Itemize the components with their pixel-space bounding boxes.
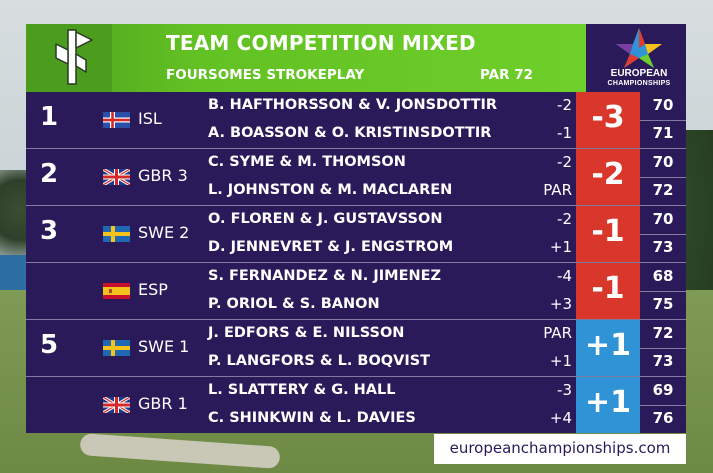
round-score: 70 xyxy=(652,210,674,228)
team-total-badge: +1 xyxy=(576,377,640,433)
team-total: +1 xyxy=(584,385,631,420)
team-total-badge: -2 xyxy=(576,149,640,205)
european-championships-logo: EUROPEAN CHAMPIONSHIPS xyxy=(592,24,686,92)
team-total-badge: +1 xyxy=(576,320,640,376)
sweden-flag-icon xyxy=(103,340,130,356)
rank: 2 xyxy=(40,159,59,189)
pair-names: P. LANGFORS & L. BOQVIST xyxy=(208,353,431,369)
round-score: 72 xyxy=(652,324,674,342)
pair-score: -2 xyxy=(557,96,572,114)
team-total: -2 xyxy=(591,157,625,192)
pair-names: L. SLATTERY & G. HALL xyxy=(208,382,396,398)
round-score: 70 xyxy=(652,96,674,114)
pair-score: +4 xyxy=(549,409,572,427)
team-total: +1 xyxy=(584,328,631,363)
country-code: ESP xyxy=(138,280,168,299)
round-score: 75 xyxy=(652,295,674,313)
country-code: GBR 3 xyxy=(138,166,188,185)
leaderboard-table: 1 ISL B. HAFTHORSSON & V. JONSDOTTIR -2 … xyxy=(26,92,686,434)
country-code: ISL xyxy=(138,109,162,128)
team-row: 5 SWE 1 J. EDFORS & E. NILSSON PAR P. LA… xyxy=(26,320,686,377)
team-row: 3 SWE 2 O. FLOREN & J. GUSTAVSSON -2 D. … xyxy=(26,206,686,263)
golf-flag-icon xyxy=(26,24,112,92)
pair-names: L. JOHNSTON & M. MACLAREN xyxy=(208,182,453,198)
pair-score: +1 xyxy=(549,352,572,370)
team-total: -3 xyxy=(591,100,625,135)
pair-names: D. JENNEVRET & J. ENGSTROM xyxy=(208,239,454,255)
team-total: -1 xyxy=(591,271,625,306)
sweden-flag-icon xyxy=(103,226,130,242)
round-score: 72 xyxy=(652,181,674,199)
uk-flag-icon xyxy=(103,169,130,185)
pair-names: C. SHINKWIN & L. DAVIES xyxy=(208,410,416,426)
pair-score: -1 xyxy=(557,124,572,142)
pair-score: PAR xyxy=(543,324,572,342)
pair-score: -4 xyxy=(557,267,572,285)
team-row: ESP S. FERNANDEZ & N. JIMENEZ -4 P. ORIO… xyxy=(26,263,686,320)
pair-score: +1 xyxy=(549,238,572,256)
footer-url-bar: europeanchampionships.com xyxy=(434,434,686,464)
pair-names: S. FERNANDEZ & N. JIMENEZ xyxy=(208,268,442,284)
pair-score: PAR xyxy=(543,181,572,199)
pair-names: P. ORIOL & S. BANON xyxy=(208,296,380,312)
rank: 3 xyxy=(40,216,59,246)
website-url: europeanchampionships.com xyxy=(449,439,671,457)
round-score: 71 xyxy=(652,124,674,142)
hut xyxy=(0,255,26,295)
pair-score: -2 xyxy=(557,210,572,228)
pair-score: -2 xyxy=(557,153,572,171)
team-row: 1 ISL B. HAFTHORSSON & V. JONSDOTTIR -2 … xyxy=(26,92,686,149)
logo-text-championships: CHAMPIONSHIPS xyxy=(607,80,671,87)
pair-names: O. FLOREN & J. GUSTAVSSON xyxy=(208,211,443,227)
pair-score: -3 xyxy=(557,381,572,399)
logo-text-european: EUROPEAN xyxy=(610,68,668,79)
spain-flag-icon xyxy=(103,283,130,299)
pair-names: C. SYME & M. THOMSON xyxy=(208,154,406,170)
team-total-badge: -3 xyxy=(576,92,640,148)
pair-names: B. HAFTHORSSON & V. JONSDOTTIR xyxy=(208,97,498,113)
country-code: SWE 2 xyxy=(138,223,190,242)
round-score: 69 xyxy=(652,381,674,399)
rank: 5 xyxy=(40,330,59,360)
par-label: PAR 72 xyxy=(480,67,533,83)
round-score: 76 xyxy=(652,409,674,427)
round-score: 73 xyxy=(652,238,674,256)
country-code: GBR 1 xyxy=(138,394,188,413)
pair-names: A. BOASSON & O. KRISTINSDOTTIR xyxy=(208,125,492,141)
team-row: GBR 1 L. SLATTERY & G. HALL -3 C. SHINKW… xyxy=(26,377,686,434)
format-subtitle: FOURSOMES STROKEPLAY xyxy=(166,67,365,83)
star-icon xyxy=(616,28,662,68)
page-title: TEAM COMPETITION MIXED xyxy=(166,31,476,55)
round-score: 68 xyxy=(652,267,674,285)
team-total-badge: -1 xyxy=(576,263,640,319)
iceland-flag-icon xyxy=(103,112,130,128)
team-total: -1 xyxy=(591,214,625,249)
header-green-band xyxy=(26,24,586,92)
pair-names: J. EDFORS & E. NILSSON xyxy=(208,325,405,341)
rank: 1 xyxy=(40,102,59,132)
country-code: SWE 1 xyxy=(138,337,190,356)
pair-score: +3 xyxy=(549,295,572,313)
round-score: 70 xyxy=(652,153,674,171)
team-row: 2 GBR 3 C. SYME & M. THOMSON -2 L. JOHNS… xyxy=(26,149,686,206)
uk-flag-icon xyxy=(103,397,130,413)
team-total-badge: -1 xyxy=(576,206,640,262)
round-score: 73 xyxy=(652,352,674,370)
